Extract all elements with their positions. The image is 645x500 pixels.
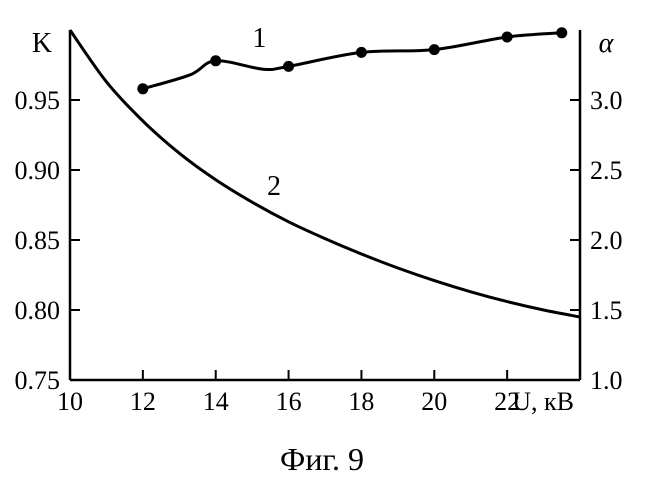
y-right-tick-label: 1.5 [590, 296, 623, 325]
x-tick-label: 10 [57, 387, 83, 416]
y-right-tick-label: 2.5 [590, 156, 623, 185]
series-1-marker [283, 61, 294, 72]
series-2-label: 2 [267, 171, 281, 202]
series-1-line [143, 33, 562, 89]
x-tick-label: 14 [203, 387, 229, 416]
series-1-marker [356, 47, 367, 58]
y-left-tick-label: 0.85 [15, 226, 61, 255]
series-1-marker [429, 44, 440, 55]
series-1-marker [137, 83, 148, 94]
series-1-marker [556, 27, 567, 38]
figure-caption: Фиг. 9 [280, 441, 364, 477]
series-1-marker [502, 32, 513, 43]
x-tick-label: 18 [348, 387, 374, 416]
series-1-marker [210, 55, 221, 66]
x-tick-label: 16 [276, 387, 302, 416]
y-right-tick-label: 2.0 [590, 226, 623, 255]
x-tick-label: 20 [421, 387, 447, 416]
series-2-line [70, 30, 580, 317]
chart-svg: 10121416182022U, кВ0.750.800.850.900.95K… [0, 0, 645, 500]
y-right-tick-label: 3.0 [590, 86, 623, 115]
y-left-tick-label: 0.80 [15, 296, 61, 325]
y-right-tick-label: 1.0 [590, 366, 623, 395]
y-right-axis-label: α [599, 28, 615, 59]
x-axis-label: U, кВ [512, 387, 574, 416]
y-left-tick-label: 0.90 [15, 156, 61, 185]
y-left-tick-label: 0.75 [15, 366, 61, 395]
y-left-axis-label: K [32, 28, 52, 59]
series-1-label: 1 [252, 23, 266, 54]
y-left-tick-label: 0.95 [15, 86, 61, 115]
x-tick-label: 12 [130, 387, 156, 416]
